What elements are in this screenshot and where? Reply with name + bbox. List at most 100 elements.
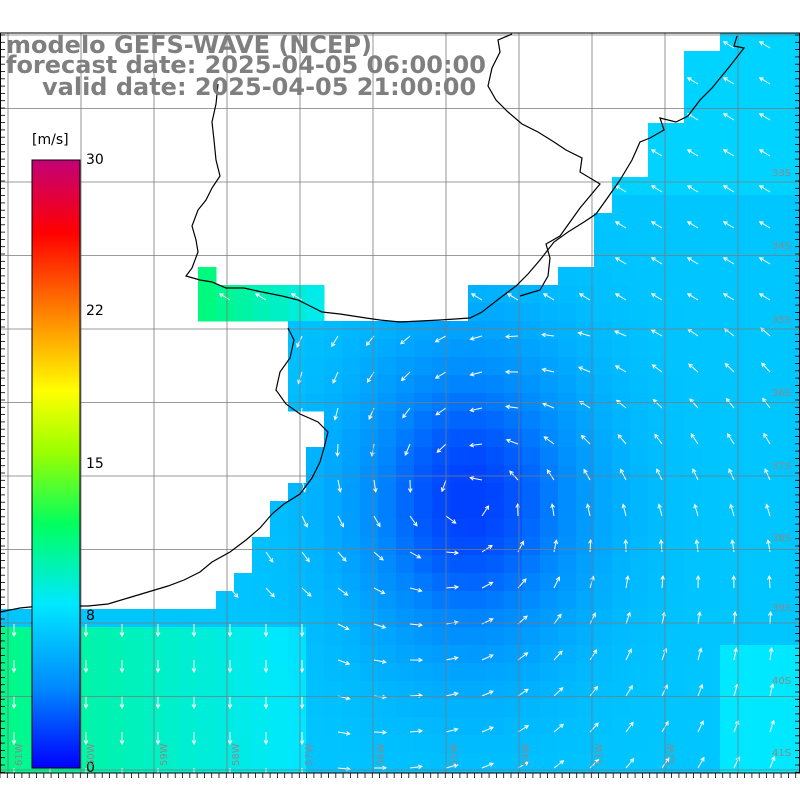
field-cell (612, 213, 631, 232)
coastline (184, 35, 746, 323)
field-cell (504, 285, 523, 304)
field-cell (738, 213, 757, 232)
field-cell (720, 285, 739, 304)
field-cell (648, 699, 667, 718)
field-cell (702, 591, 721, 610)
field-cell (486, 555, 505, 574)
field-cell (522, 429, 541, 448)
field-cell (738, 645, 757, 664)
wind-arrow (689, 398, 699, 409)
field-cell (486, 429, 505, 448)
field-cell (468, 627, 487, 646)
field-cell (108, 663, 127, 682)
wind-arrow (440, 479, 447, 493)
field-cell (612, 537, 631, 556)
field-cell (756, 285, 775, 304)
wind-arrow (658, 539, 664, 553)
field-cell (270, 771, 289, 773)
field-cell (738, 87, 757, 106)
field-cell (558, 627, 577, 646)
wind-arrow (686, 221, 699, 229)
field-cell (792, 375, 800, 394)
field-cell (756, 69, 775, 88)
field-cell (612, 267, 631, 286)
field-cell (702, 411, 721, 430)
field-cell (270, 753, 289, 772)
field-cell (324, 699, 343, 718)
field-cell (468, 645, 487, 664)
field-cell (252, 555, 271, 574)
field-cell (702, 537, 721, 556)
field-cell (702, 519, 721, 538)
field-cell (450, 627, 469, 646)
field-cell (684, 771, 703, 773)
field-cell (216, 753, 235, 772)
field-cell (666, 213, 685, 232)
field-cell (144, 663, 163, 682)
field-cell (468, 411, 487, 430)
wind-arrow (337, 587, 349, 596)
field-cell (144, 771, 163, 773)
field-cell (288, 483, 307, 502)
field-cell (396, 411, 415, 430)
field-cell (0, 663, 19, 682)
wind-arrow (301, 587, 312, 597)
wind-arrow (722, 77, 735, 85)
wind-arrow (155, 624, 161, 638)
lat-label-40s: 40S (772, 676, 792, 687)
field-cell (792, 483, 800, 502)
field-cell (738, 717, 757, 736)
field-cell (324, 537, 343, 556)
field-cell (612, 699, 631, 718)
field-cell (630, 375, 649, 394)
field-cell (468, 573, 487, 592)
field-cell (684, 735, 703, 754)
wind-arrow (724, 362, 735, 373)
field-cell (558, 771, 577, 773)
wind-arrow (469, 442, 483, 448)
field-cell (108, 681, 127, 700)
field-cell (576, 735, 595, 754)
field-cell (360, 447, 379, 466)
field-cell (648, 339, 667, 358)
field-cell (396, 645, 415, 664)
field-cell (486, 375, 505, 394)
field-cell (252, 537, 271, 556)
field-cell (414, 771, 433, 773)
field-cell (774, 735, 793, 754)
field-cell (666, 267, 685, 286)
field-cell (720, 375, 739, 394)
field-cell (738, 195, 757, 214)
field-cell (252, 285, 271, 304)
field-cell (630, 717, 649, 736)
field-cell (774, 591, 793, 610)
field-cell (612, 501, 631, 520)
field-cell (774, 555, 793, 574)
field-cell (324, 753, 343, 772)
wind-arrow (296, 335, 303, 348)
field-cell (252, 663, 271, 682)
field-cell (360, 591, 379, 610)
field-cell (342, 465, 361, 484)
field-cell (378, 609, 397, 628)
field-cell (612, 447, 631, 466)
field-cell (378, 537, 397, 556)
wind-arrow (617, 433, 627, 445)
wind-arrow (337, 479, 343, 493)
wind-arrow (686, 149, 699, 157)
wind-arrow (733, 647, 739, 661)
field-cell (684, 537, 703, 556)
field-cell (342, 699, 361, 718)
field-cell (468, 591, 487, 610)
field-cell (738, 159, 757, 178)
field-cell (540, 573, 559, 592)
field-cell (522, 447, 541, 466)
field-cell (252, 771, 271, 773)
field-cell (576, 411, 595, 430)
field-cell (450, 321, 469, 340)
field-cell (396, 429, 415, 448)
field-cell (360, 465, 379, 484)
wind-arrow (265, 551, 274, 563)
field-cell (558, 303, 577, 322)
